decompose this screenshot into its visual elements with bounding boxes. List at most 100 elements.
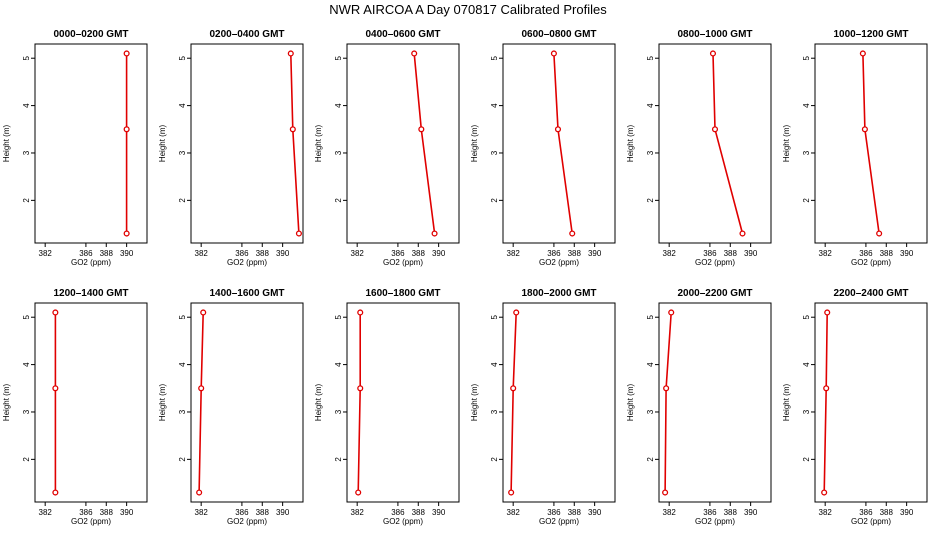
x-tick-label: 388 bbox=[880, 249, 894, 258]
profile-point bbox=[663, 385, 670, 392]
y-tick-label: 4 bbox=[802, 362, 811, 367]
profile-line bbox=[712, 53, 744, 234]
x-tick-label: 382 bbox=[195, 508, 209, 517]
profile-point bbox=[513, 309, 520, 316]
y-tick-label: 2 bbox=[178, 198, 187, 203]
profile-line bbox=[862, 53, 880, 234]
y-tick-label: 5 bbox=[178, 314, 187, 319]
profile-point bbox=[554, 126, 562, 133]
y-tick-label: 4 bbox=[22, 103, 31, 108]
profile-point bbox=[739, 230, 746, 237]
x-tick-label: 388 bbox=[412, 508, 426, 517]
x-tick-label: 388 bbox=[880, 508, 894, 517]
profile-point bbox=[859, 50, 866, 57]
profile-point bbox=[295, 230, 302, 237]
y-tick-label: 3 bbox=[334, 150, 343, 155]
y-axis-label: Height (m) bbox=[2, 124, 11, 162]
profile-point bbox=[198, 385, 205, 392]
profile-point bbox=[357, 385, 364, 392]
profile-point bbox=[821, 489, 828, 496]
profile-line bbox=[823, 312, 828, 493]
profile-point bbox=[123, 126, 130, 133]
profile-point bbox=[823, 385, 830, 392]
profile-point bbox=[550, 50, 557, 57]
y-tick-label: 3 bbox=[178, 409, 187, 414]
y-tick-label: 3 bbox=[802, 409, 811, 414]
x-axis-label: GO2 (ppm) bbox=[539, 517, 579, 526]
profile-point bbox=[711, 126, 719, 133]
profile-point bbox=[287, 50, 294, 57]
x-tick-label: 390 bbox=[588, 508, 602, 517]
x-axis-label: GO2 (ppm) bbox=[851, 517, 891, 526]
y-tick-label: 4 bbox=[646, 362, 655, 367]
y-tick-label: 2 bbox=[334, 198, 343, 203]
profile-line bbox=[664, 312, 672, 493]
profile-point bbox=[357, 309, 364, 316]
plot-frame bbox=[346, 43, 460, 244]
x-tick-label: 388 bbox=[568, 249, 582, 258]
profile-point bbox=[510, 385, 517, 392]
y-axis-label: Height (m) bbox=[782, 124, 791, 162]
x-tick-label: 390 bbox=[900, 249, 914, 258]
x-tick-label: 390 bbox=[432, 249, 446, 258]
y-axis-label: Height (m) bbox=[314, 383, 323, 421]
x-tick-label: 386 bbox=[547, 249, 561, 258]
plot-frame bbox=[346, 302, 460, 503]
profile-point bbox=[709, 50, 717, 57]
profile-point bbox=[289, 126, 296, 133]
x-tick-label: 386 bbox=[547, 508, 561, 517]
profile-point bbox=[52, 489, 59, 496]
x-tick-label: 390 bbox=[744, 508, 758, 517]
profile-line bbox=[198, 312, 204, 493]
y-tick-label: 2 bbox=[646, 198, 655, 203]
x-tick-label: 382 bbox=[663, 249, 677, 258]
x-tick-label: 386 bbox=[859, 249, 873, 258]
panel-grid: 0000–0200 GMT 382 386 388 390 2 3 4 5 GO2 (ppm) He… bbox=[2, 29, 928, 526]
y-tick-label: 4 bbox=[22, 362, 31, 367]
panel-title: 0200–0400 GMT bbox=[209, 29, 284, 40]
y-tick-label: 4 bbox=[178, 103, 187, 108]
x-axis-label: GO2 (ppm) bbox=[71, 258, 111, 267]
panel: 0000–0200 GMT 382 386 388 390 2 3 4 5 GO2 (ppm) He… bbox=[2, 29, 148, 267]
y-tick-label: 2 bbox=[178, 457, 187, 462]
y-tick-label: 2 bbox=[802, 457, 811, 462]
panel-title: 1000–1200 GMT bbox=[833, 29, 908, 40]
y-axis-label: Height (m) bbox=[470, 124, 479, 162]
profile-point bbox=[52, 309, 59, 316]
panel: 1000–1200 GMT 382 386 388 390 2 3 4 5 GO2 (ppm) He… bbox=[782, 29, 928, 267]
panel: 0800–1000 GMT 382 386 388 390 2 3 4 5 GO2 (ppm) He… bbox=[626, 29, 772, 267]
x-tick-label: 382 bbox=[663, 508, 677, 517]
x-axis-label: GO2 (ppm) bbox=[71, 517, 111, 526]
x-tick-label: 388 bbox=[256, 508, 270, 517]
y-tick-label: 5 bbox=[802, 55, 811, 60]
profile-line bbox=[413, 53, 436, 234]
x-tick-label: 390 bbox=[744, 249, 758, 258]
x-tick-label: 386 bbox=[391, 249, 405, 258]
plot-frame bbox=[814, 302, 928, 503]
y-tick-label: 3 bbox=[802, 150, 811, 155]
plot-frame bbox=[502, 43, 616, 244]
y-tick-label: 2 bbox=[802, 198, 811, 203]
y-tick-label: 5 bbox=[490, 314, 499, 319]
y-tick-label: 3 bbox=[646, 150, 655, 155]
panel-title: 1400–1600 GMT bbox=[209, 288, 284, 299]
profile-line bbox=[290, 53, 300, 234]
profile-point bbox=[876, 230, 883, 237]
y-tick-label: 5 bbox=[22, 314, 31, 319]
x-tick-label: 382 bbox=[507, 249, 521, 258]
x-tick-label: 386 bbox=[703, 508, 717, 517]
y-axis-label: Height (m) bbox=[158, 383, 167, 421]
x-tick-label: 390 bbox=[120, 508, 134, 517]
plot-frame bbox=[34, 302, 148, 503]
x-tick-label: 382 bbox=[39, 508, 53, 517]
y-tick-label: 4 bbox=[646, 103, 655, 108]
profile-point bbox=[668, 309, 675, 316]
x-tick-label: 386 bbox=[391, 508, 405, 517]
profile-point bbox=[662, 489, 669, 496]
y-tick-label: 2 bbox=[490, 457, 499, 462]
y-axis-label: Height (m) bbox=[626, 124, 635, 162]
y-tick-label: 3 bbox=[178, 150, 187, 155]
y-axis-label: Height (m) bbox=[782, 383, 791, 421]
y-tick-label: 3 bbox=[490, 150, 499, 155]
